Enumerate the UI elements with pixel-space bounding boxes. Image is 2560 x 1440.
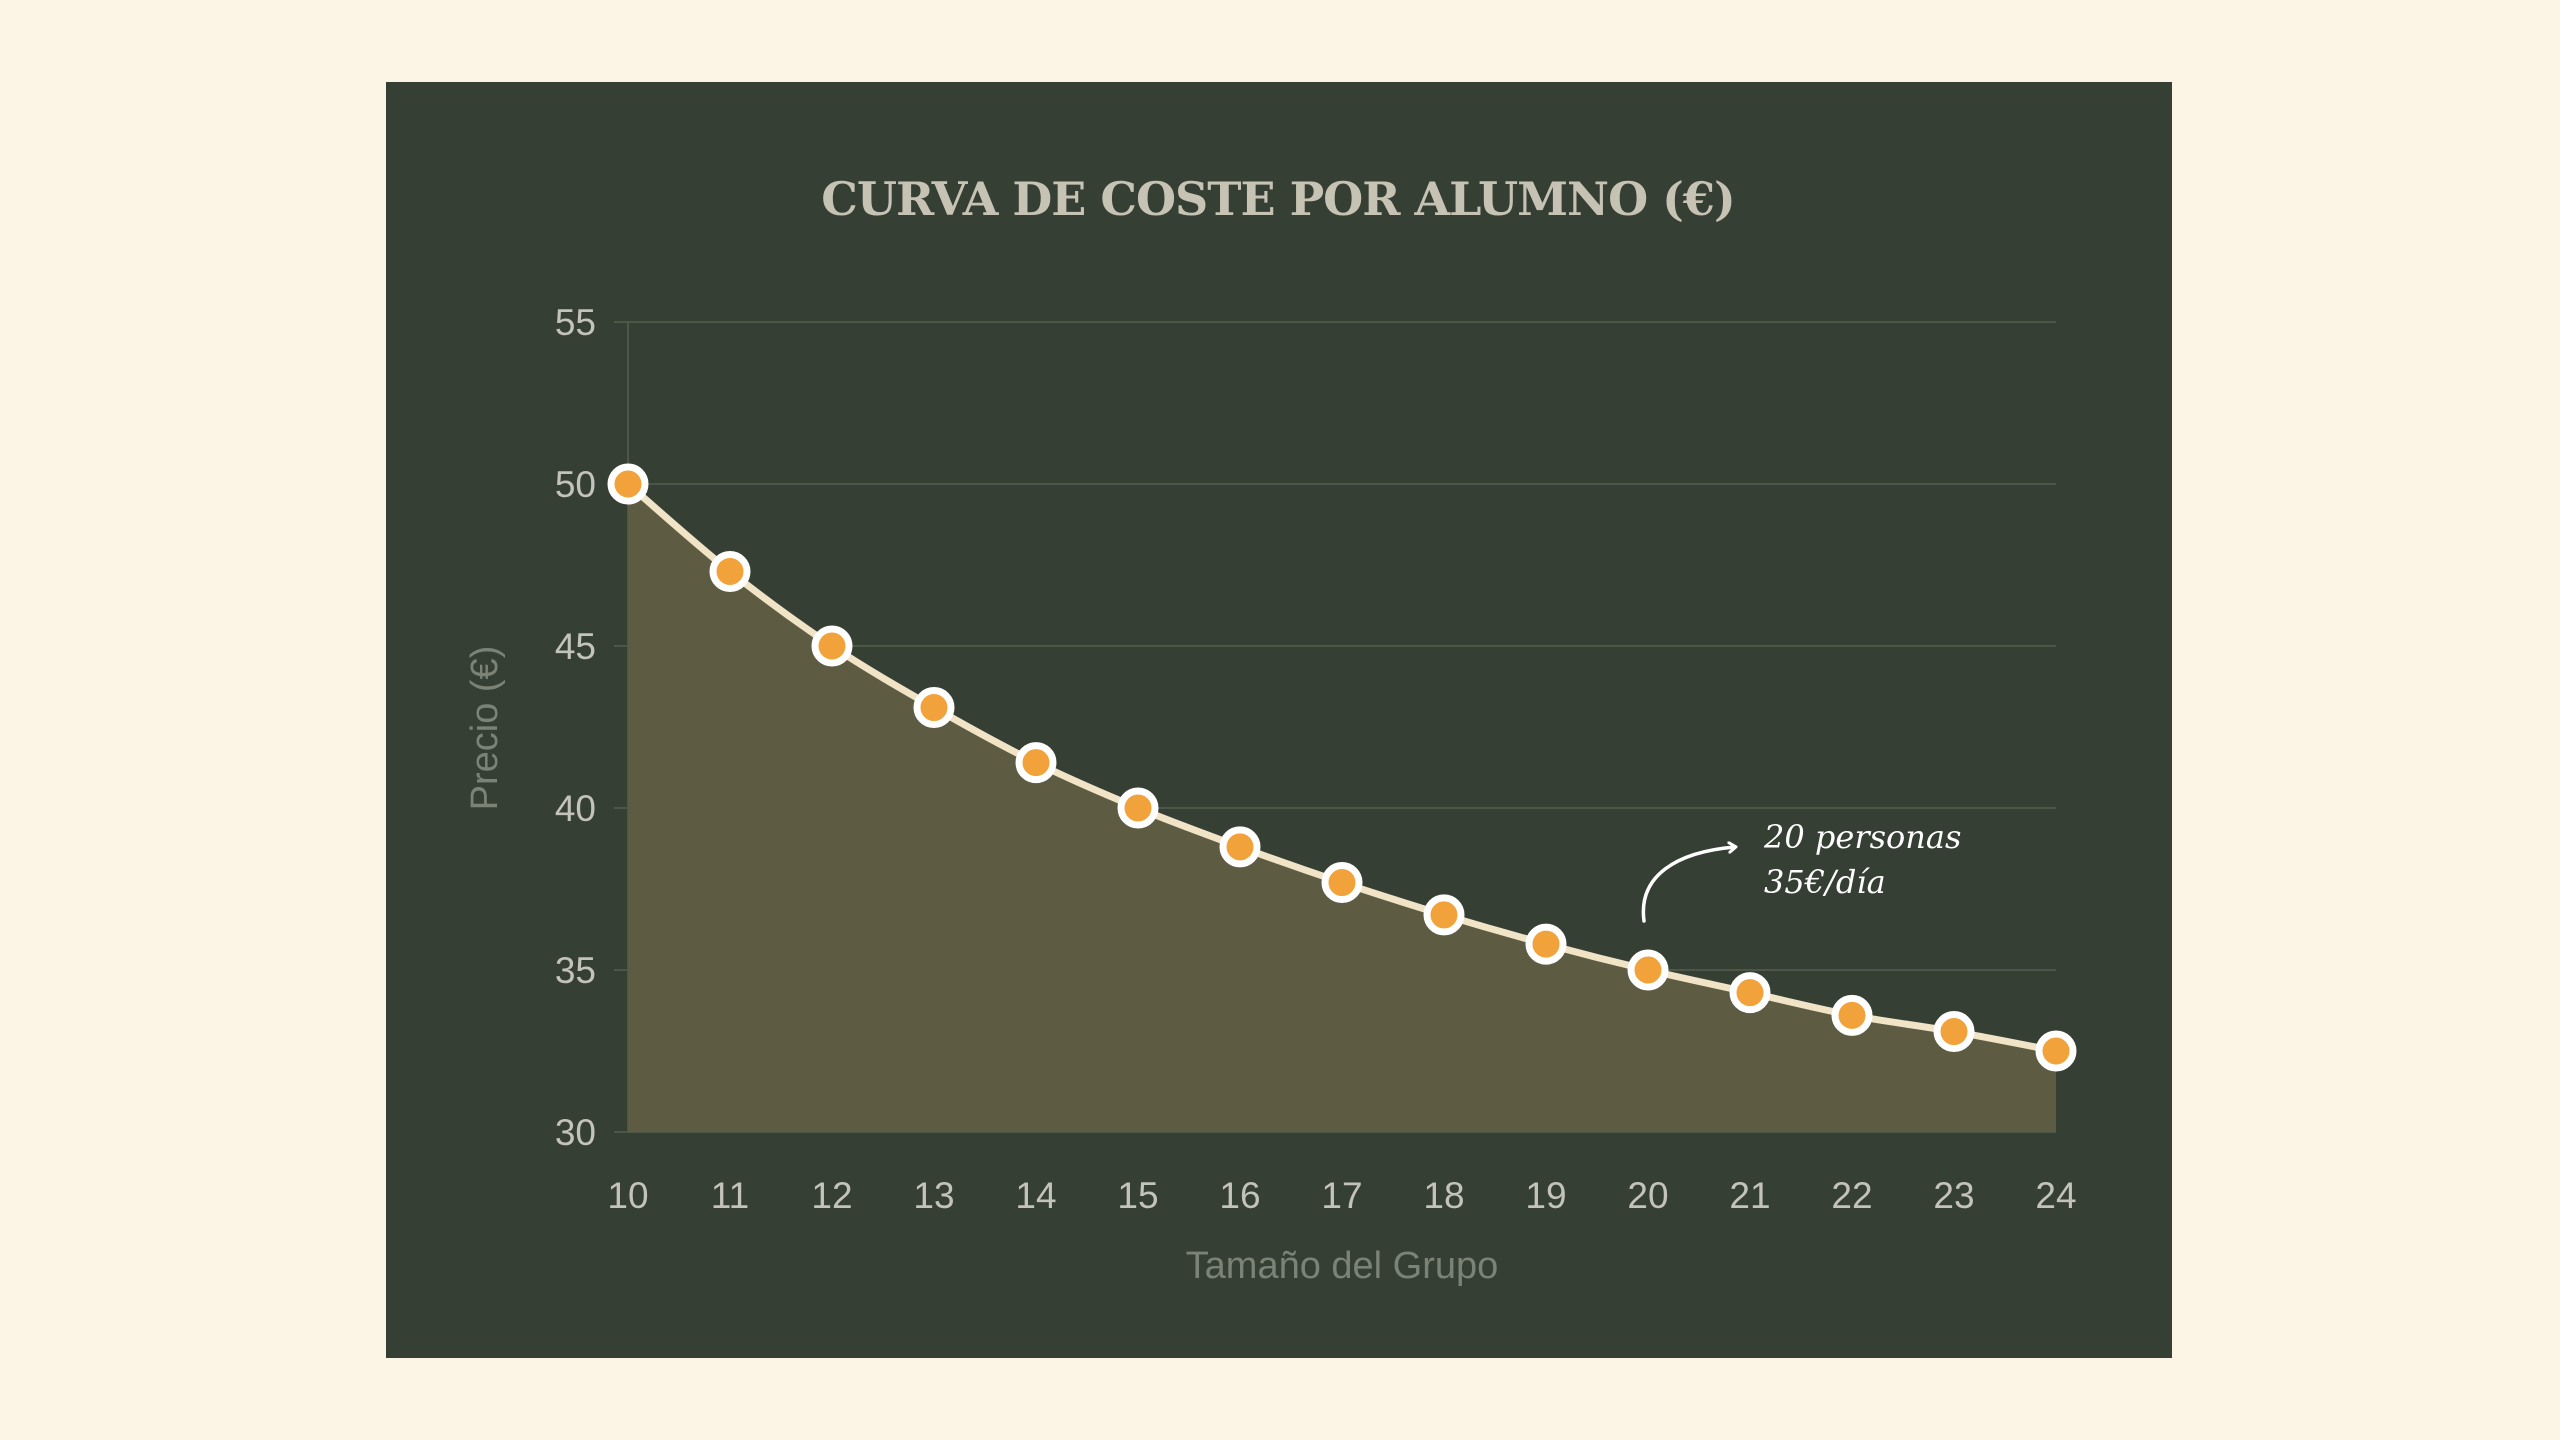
x-tick-label-23: 23 (1933, 1175, 1974, 1216)
x-tick-label-13: 13 (913, 1175, 954, 1216)
data-point-13 (913, 687, 955, 729)
area-layer (628, 484, 2056, 1132)
data-point-24 (2035, 1030, 2077, 1072)
x-tick-label-18: 18 (1423, 1175, 1464, 1216)
annotation-line-1: 20 personas (1763, 818, 1961, 856)
y-axis-ticks: 30 35 40 45 50 55 (555, 302, 596, 1153)
x-axis-title: Tamaño del Grupo (1186, 1245, 1499, 1287)
data-point-17 (1321, 862, 1363, 904)
x-tick-label-15: 15 (1117, 1175, 1158, 1216)
data-point-18 (1423, 894, 1465, 936)
x-tick-label-12: 12 (811, 1175, 852, 1216)
y-tick-label-40: 40 (555, 788, 596, 829)
data-point-20 (1627, 949, 1669, 991)
y-tick-label-55: 55 (555, 302, 596, 343)
annotation-line-2: 35€/día (1764, 863, 1886, 901)
annotation-arrow (1641, 847, 1735, 923)
data-point-19 (1525, 923, 1567, 965)
y-tick-label-50: 50 (555, 464, 596, 505)
y-tick-label-30: 30 (555, 1112, 596, 1153)
x-axis-ticks: 10 11 12 13 14 15 16 17 18 19 20 21 22 23 24 (607, 1175, 2076, 1216)
x-tick-label-19: 19 (1525, 1175, 1566, 1216)
data-point-22 (1831, 994, 1873, 1036)
data-point-16 (1219, 826, 1261, 868)
y-tick-label-45: 45 (555, 626, 596, 667)
chart-title: CURVA DE COSTE POR ALUMNO (€) (821, 172, 1734, 226)
x-tick-label-24: 24 (2035, 1175, 2076, 1216)
data-point-11 (709, 550, 751, 592)
x-tick-label-11: 11 (711, 1175, 749, 1216)
chart-card: CURVA DE COSTE POR ALUMNO (€) 30 35 40 45 50… (386, 82, 2172, 1358)
chart: CURVA DE COSTE POR ALUMNO (€) 30 35 40 45 50… (464, 172, 2077, 1287)
data-point-14 (1015, 742, 1057, 784)
y-tick-label-35: 35 (555, 950, 596, 991)
x-tick-label-10: 10 (607, 1175, 648, 1216)
annotation: 20 personas 35€/día (1641, 818, 1961, 923)
x-tick-label-16: 16 (1219, 1175, 1260, 1216)
data-point-15 (1117, 787, 1159, 829)
points-layer (607, 463, 2077, 1072)
x-tick-label-22: 22 (1831, 1175, 1872, 1216)
data-point-21 (1729, 972, 1771, 1014)
x-tick-label-20: 20 (1627, 1175, 1668, 1216)
data-point-12 (811, 625, 853, 667)
data-point-23 (1933, 1011, 1975, 1053)
x-tick-label-14: 14 (1015, 1175, 1056, 1216)
data-point-10 (607, 463, 649, 505)
y-axis-title: Precio (€) (464, 646, 506, 811)
area-fill (628, 484, 2056, 1132)
x-tick-label-17: 17 (1321, 1175, 1362, 1216)
x-tick-label-21: 21 (1729, 1175, 1770, 1216)
